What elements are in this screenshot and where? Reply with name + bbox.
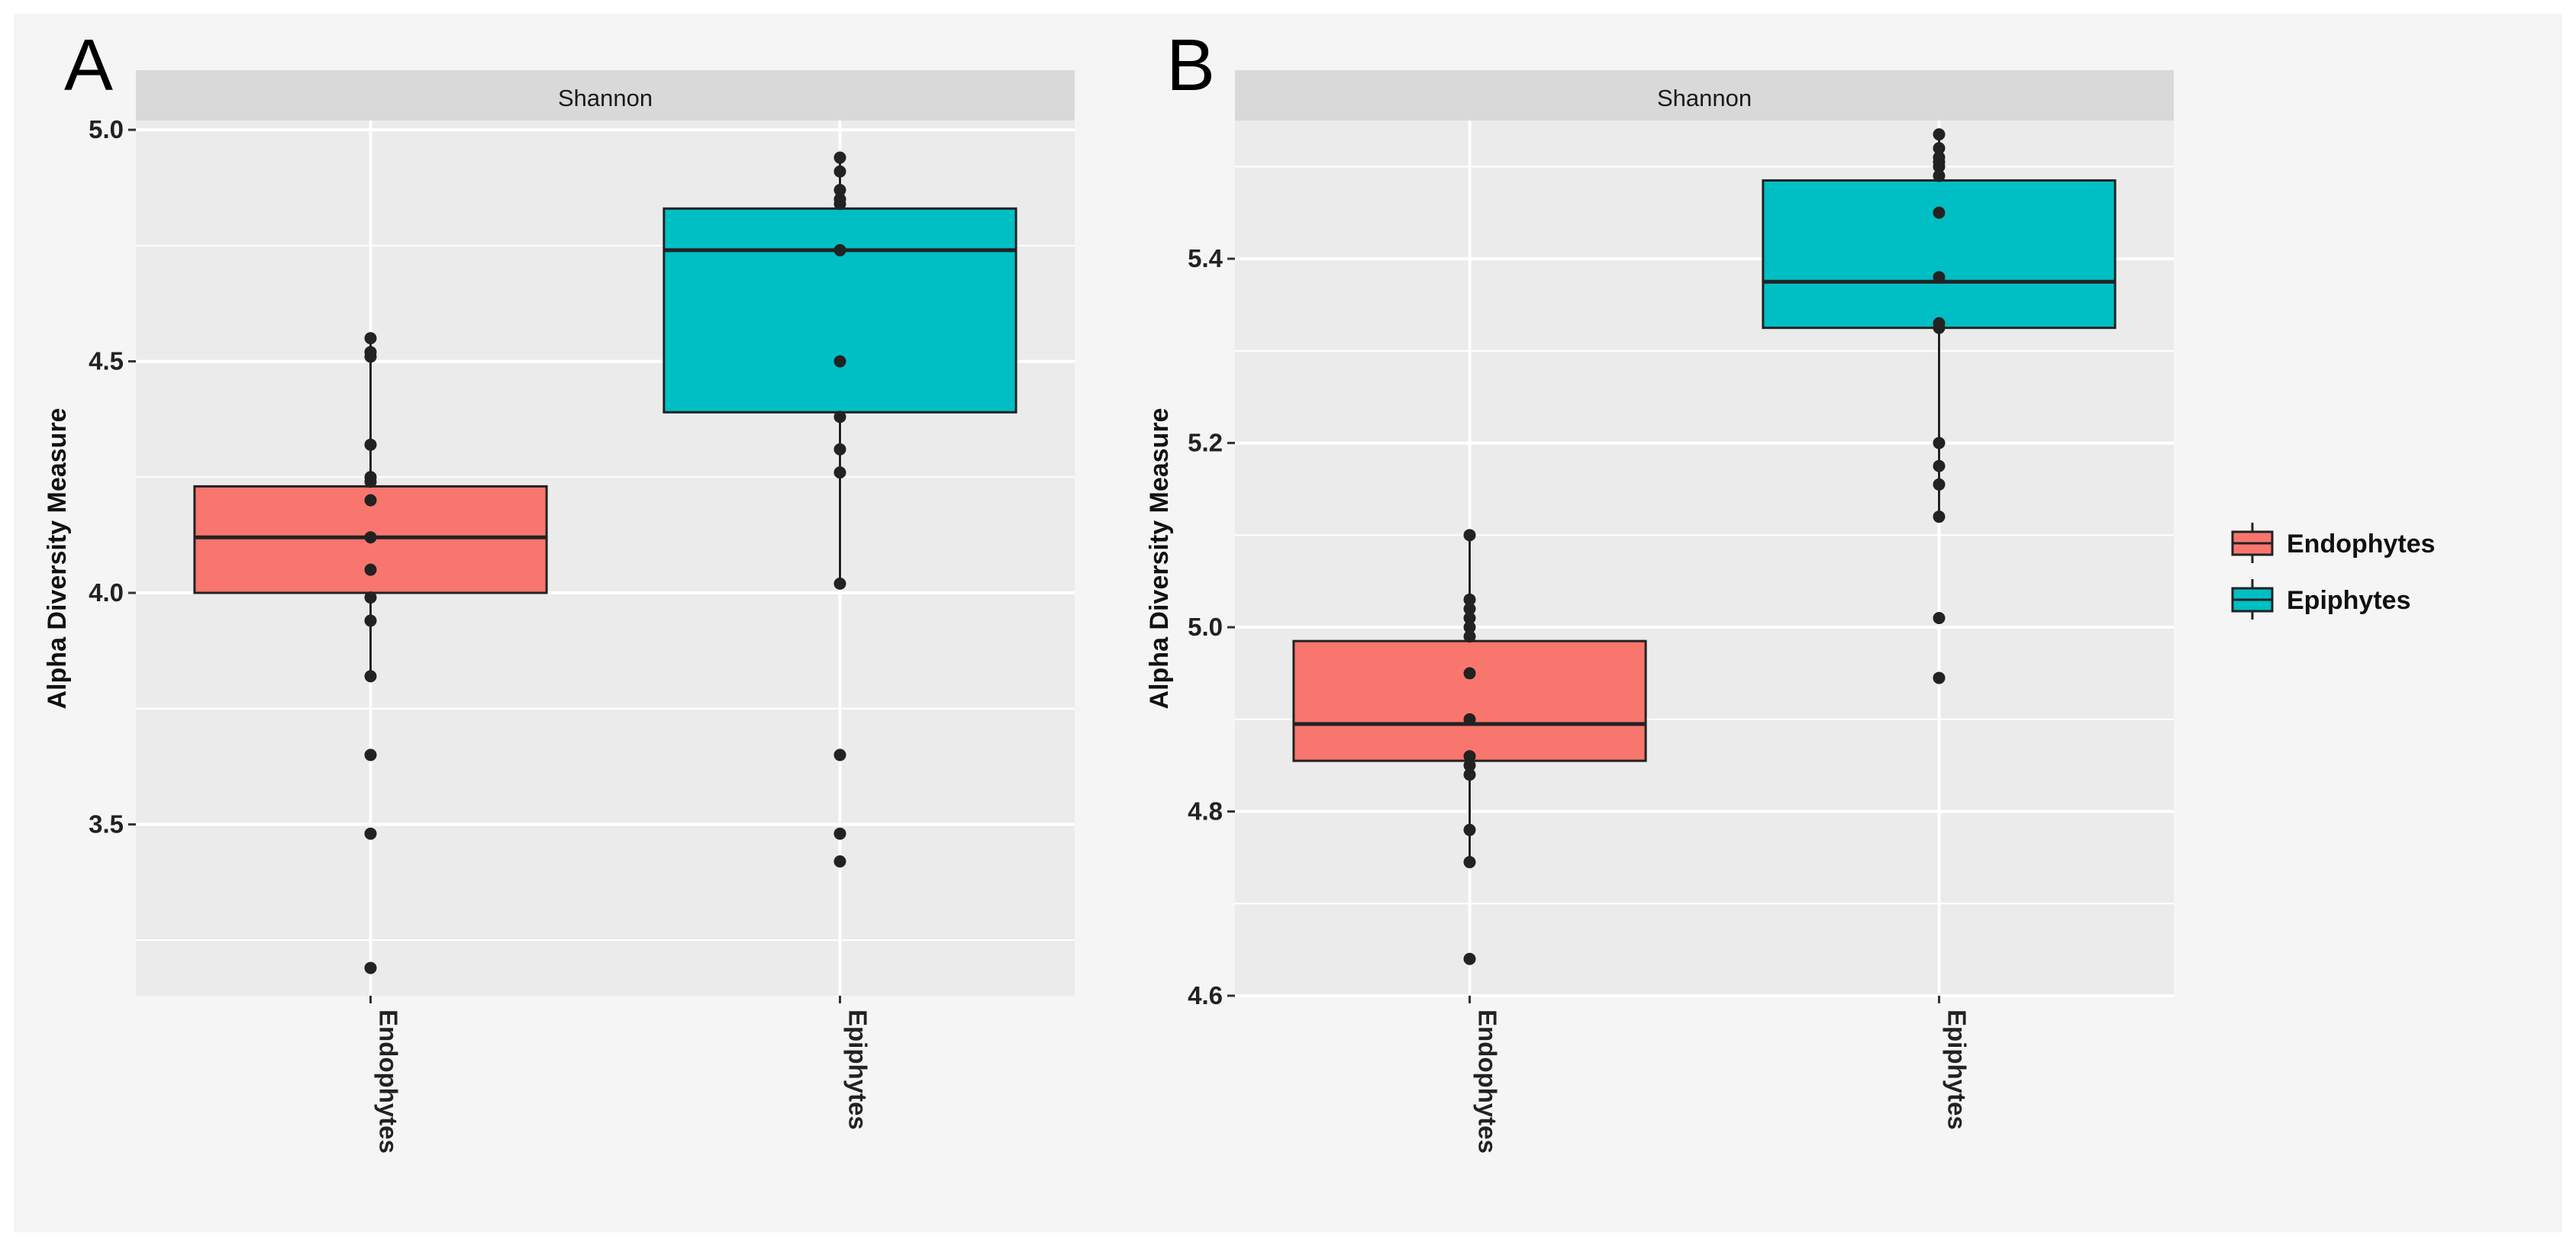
data-point [364, 563, 377, 576]
data-point [1463, 529, 1476, 542]
data-point [1463, 759, 1476, 772]
data-point [1933, 271, 1946, 284]
panel-b-y-axis: 4.6 4.8 5.0 5.2 5.4 [1188, 244, 1235, 1009]
panel-b: B Shannon 4.6 4.8 5.0 5.2 5.4 Endophytes Epip… [1145, 24, 2174, 1154]
data-point [833, 827, 846, 840]
data-point [833, 749, 846, 761]
data-point [1463, 621, 1476, 634]
legend-label-epiphytes: Epiphytes [2287, 586, 2410, 615]
panel-a-y-axis-title: Alpha Diversity Measure [43, 408, 72, 710]
data-point [1933, 671, 1946, 684]
data-point [833, 411, 846, 423]
legend: Endophytes Epiphytes [2231, 523, 2436, 620]
y-tick-label: 5.4 [1188, 244, 1224, 272]
panel-a-y-axis: 3.5 4.0 4.5 5.0 [89, 115, 136, 838]
data-point [1463, 768, 1476, 781]
box-epiphytes [663, 157, 1017, 584]
box-iqr [1292, 639, 1647, 762]
panel-b-strip-title: Shannon [1657, 85, 1752, 111]
data-point [364, 350, 377, 363]
panel-b-y-axis-title: Alpha Diversity Measure [1145, 408, 1174, 710]
x-tick-label: Endophytes [1474, 1009, 1502, 1154]
data-point [1463, 630, 1476, 643]
x-tick-label: Epiphytes [844, 1009, 872, 1130]
data-point [833, 243, 846, 256]
data-point [364, 494, 377, 507]
x-tick-label: Epiphytes [1943, 1009, 1971, 1130]
data-point [1463, 593, 1476, 606]
data-point [1933, 169, 1946, 182]
data-point [364, 475, 377, 488]
data-point [833, 466, 846, 479]
y-tick-label: 5.0 [1188, 613, 1223, 641]
panel-letter-b: B [1166, 24, 1215, 106]
y-tick-label: 5.2 [1188, 429, 1223, 457]
panel-a: A Shannon 3.5 4.0 4.5 5.0 Endophytes Epiphyt… [43, 24, 1075, 1154]
data-point [1933, 611, 1946, 624]
data-point [1933, 436, 1946, 449]
panel-a-points [364, 151, 846, 974]
data-point [1463, 611, 1476, 624]
y-tick-label: 3.5 [89, 810, 124, 838]
data-point [833, 443, 846, 456]
data-point [833, 184, 846, 197]
data-point [364, 531, 377, 544]
legend-item-endophytes: Endophytes [2231, 523, 2436, 563]
y-tick-label: 4.8 [1188, 797, 1223, 826]
data-point [364, 614, 377, 627]
data-point [1933, 321, 1946, 334]
data-point [364, 670, 377, 683]
data-point [364, 749, 377, 761]
data-point [1933, 206, 1946, 219]
y-tick-label: 5.0 [89, 115, 124, 143]
data-point [1933, 128, 1946, 141]
data-point [364, 827, 377, 840]
y-tick-label: 4.5 [89, 347, 124, 375]
panel-b-boxes [1292, 134, 2117, 862]
box-iqr [1762, 179, 2117, 330]
panel-a-x-axis: Endophytes Epiphytes [369, 996, 872, 1154]
data-point [1463, 602, 1476, 615]
data-point [833, 151, 846, 164]
box-epiphytes [1762, 134, 2117, 517]
data-point [1933, 142, 1946, 155]
panel-b-x-axis: Endophytes Epiphytes [1469, 996, 1971, 1154]
data-point [1463, 952, 1476, 965]
data-point [364, 591, 377, 604]
data-point [1463, 823, 1476, 836]
data-point [1463, 713, 1476, 726]
data-point [1463, 855, 1476, 868]
data-point [1933, 510, 1946, 523]
y-tick-label: 4.6 [1188, 981, 1223, 1009]
panel-a-strip-title: Shannon [558, 85, 653, 111]
box-iqr [663, 207, 1017, 414]
data-point [364, 438, 377, 451]
data-point [1933, 459, 1946, 472]
legend-item-epiphytes: Epiphytes [2231, 579, 2410, 620]
data-point [1463, 750, 1476, 763]
data-point [364, 332, 377, 345]
panel-b-strip [1235, 70, 2174, 121]
data-point [833, 165, 846, 178]
legend-label-endophytes: Endophytes [2287, 530, 2436, 559]
data-point [364, 961, 377, 974]
data-point [1463, 667, 1476, 680]
data-point [1933, 160, 1946, 173]
y-tick-label: 4.0 [89, 578, 124, 607]
panel-b-points [1463, 128, 1946, 965]
data-point [833, 855, 846, 868]
panel-letter-a: A [64, 24, 113, 106]
data-point [833, 355, 846, 368]
data-point [1933, 478, 1946, 491]
x-tick-label: Endophytes [375, 1009, 403, 1154]
box-endophytes [1292, 535, 1647, 862]
panel-a-strip [136, 70, 1075, 121]
data-point [833, 577, 846, 590]
data-point [833, 198, 846, 211]
